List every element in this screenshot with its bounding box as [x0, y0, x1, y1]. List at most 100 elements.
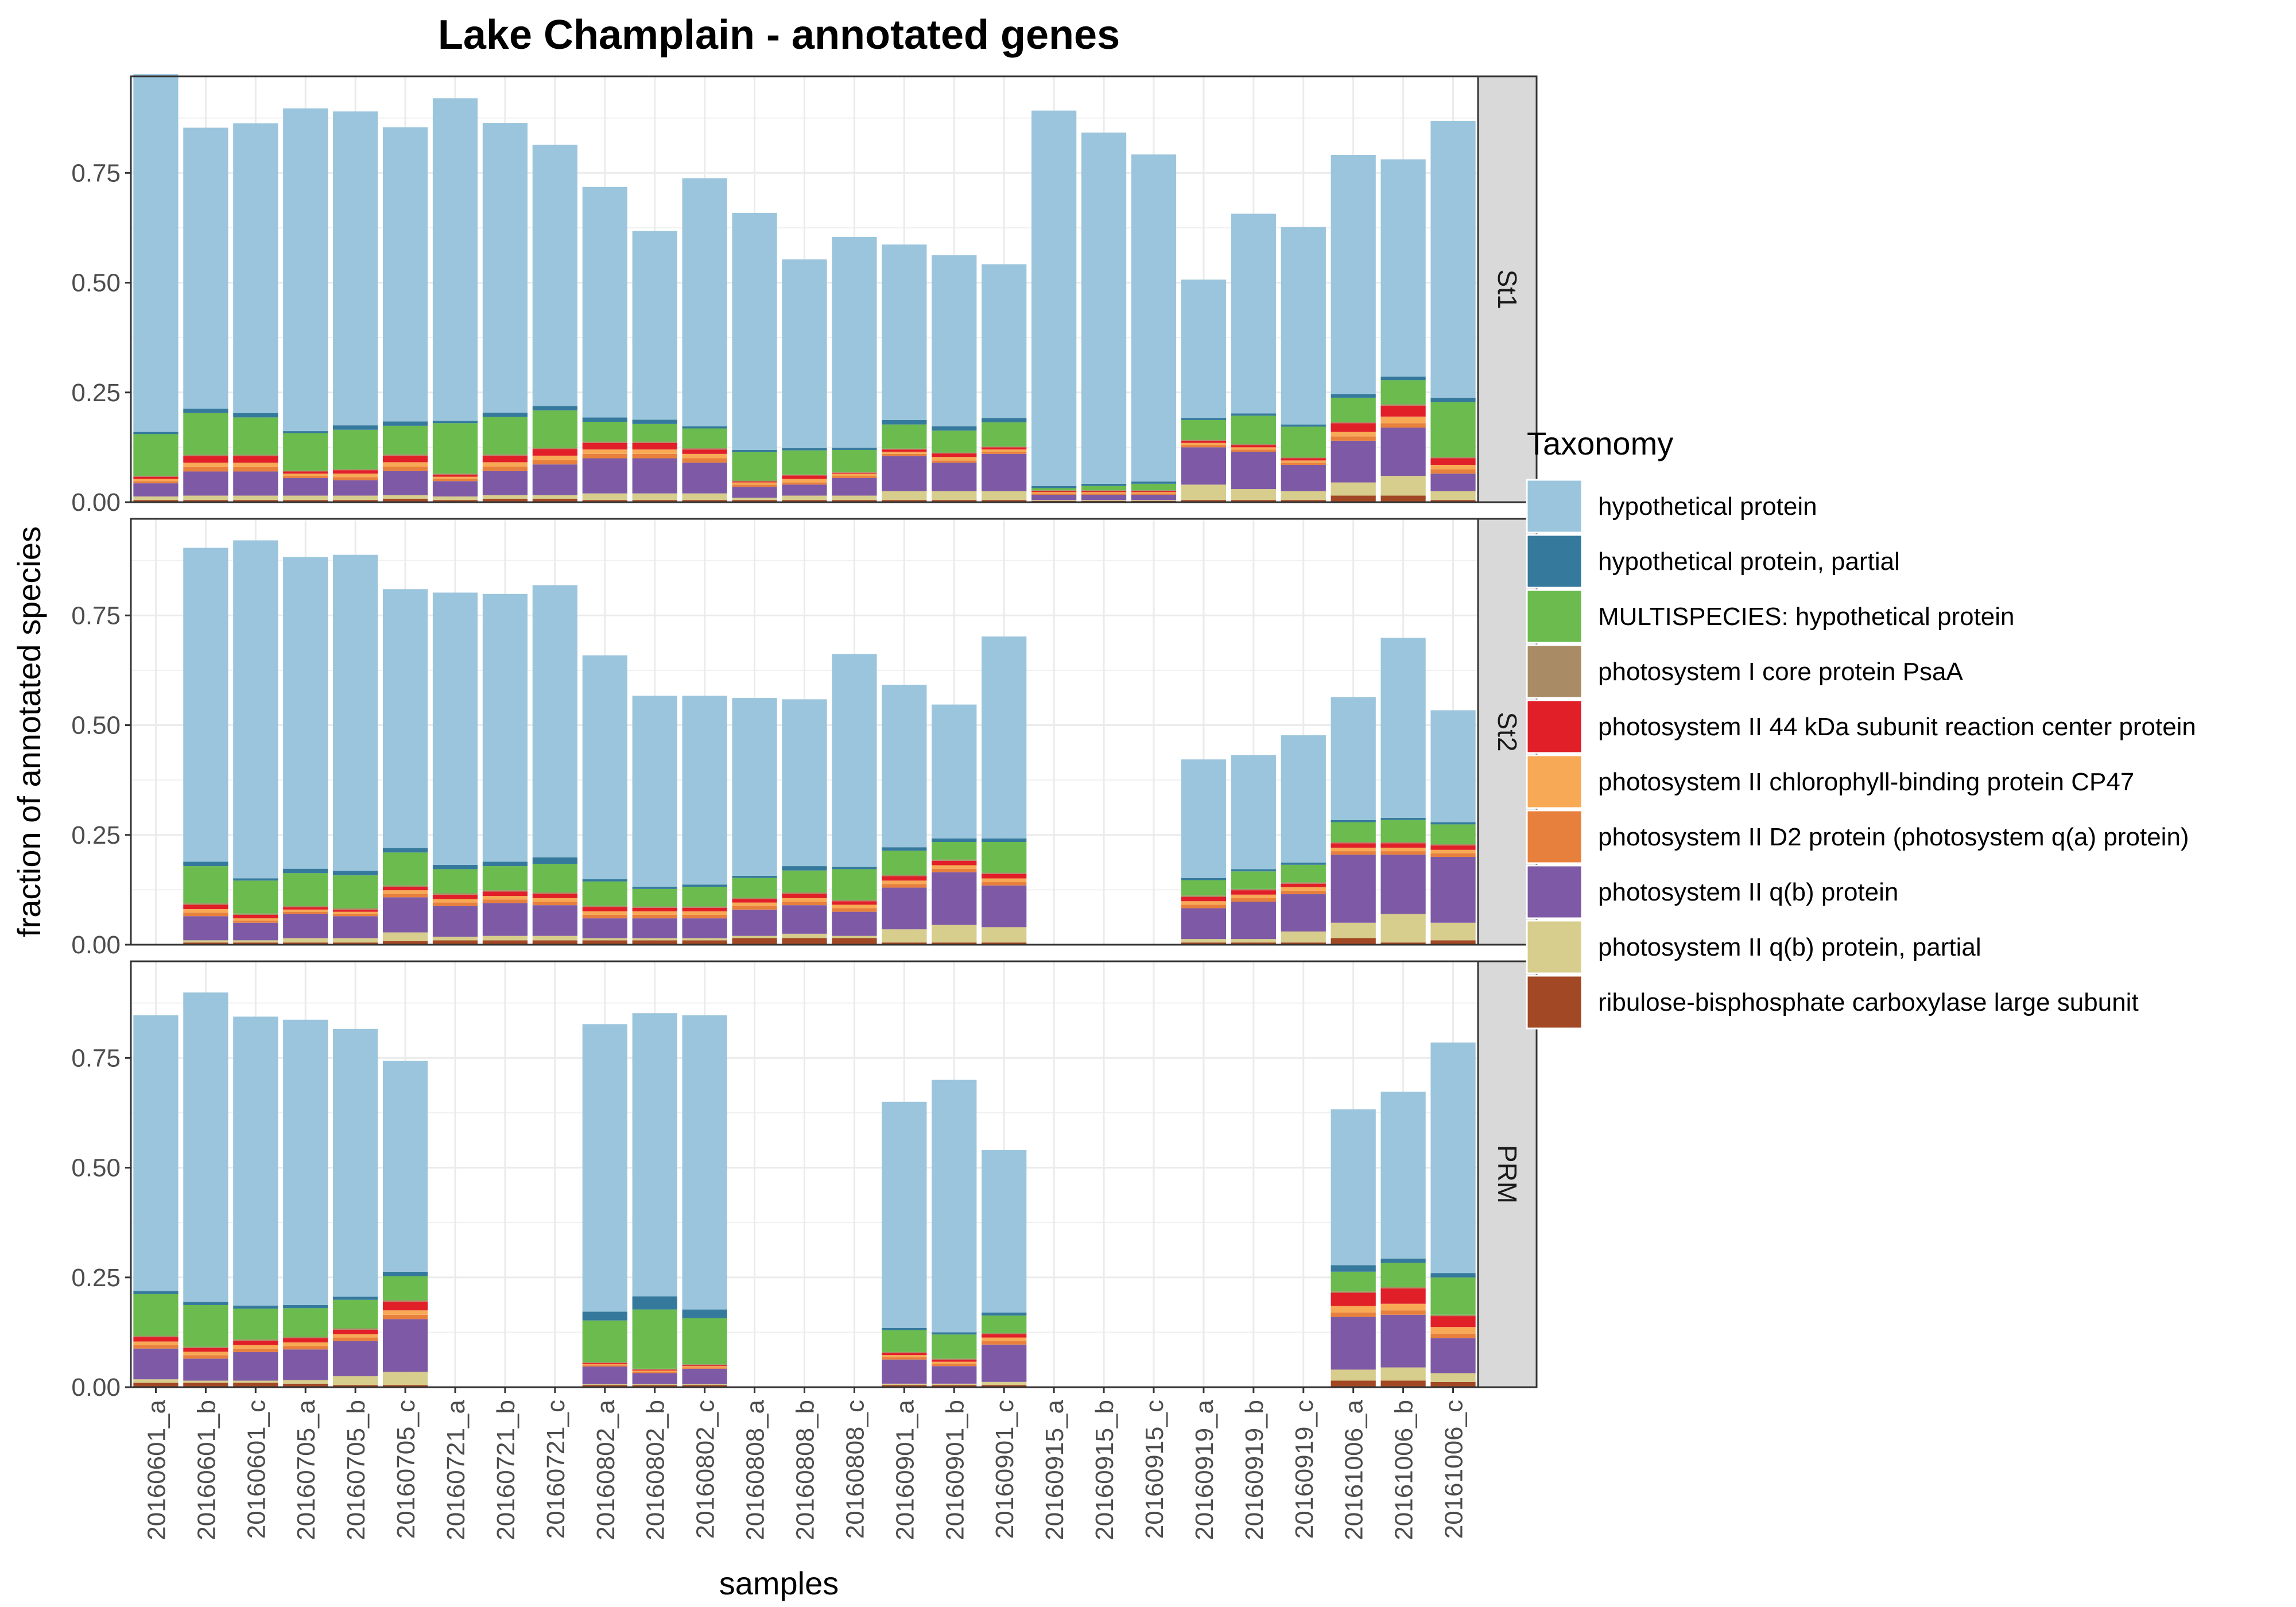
bar-segment: [1131, 154, 1177, 482]
bar-segment: [1231, 755, 1276, 870]
bar-segment: [932, 859, 977, 861]
bar-segment: [982, 446, 1027, 448]
bar-segment: [882, 453, 927, 456]
bar-segment: [382, 471, 428, 495]
bar-segment: [582, 905, 627, 907]
bar-stack-20160705_b: [333, 1028, 378, 1387]
bar-stack-20160721_b: [482, 123, 528, 502]
bar-segment: [1430, 849, 1476, 853]
bar-segment: [532, 495, 577, 499]
bar-segment: [233, 463, 278, 467]
bar-segment: [932, 860, 977, 865]
bar-segment: [1281, 882, 1326, 884]
bar-segment: [1331, 1317, 1376, 1370]
bar-segment: [732, 500, 777, 502]
bar-segment: [1380, 638, 1426, 818]
bar-segment: [1131, 483, 1177, 491]
bar-segment: [582, 914, 627, 919]
bar-segment: [233, 920, 278, 923]
bar-segment: [1281, 883, 1326, 887]
bar-segment: [432, 869, 478, 894]
bar-segment: [982, 1337, 1027, 1341]
bar-segment: [1181, 901, 1227, 905]
bar-segment: [982, 491, 1027, 500]
bar-stack-20160901_b: [932, 1080, 977, 1387]
bar-segment: [382, 1271, 428, 1276]
y-tick-label: 0.25: [71, 1264, 121, 1292]
bar-segment: [882, 491, 927, 500]
bar-segment: [1131, 482, 1177, 484]
bar-stack-20160802_a: [582, 1024, 627, 1387]
x-tick-label: 20160808_a: [742, 1399, 770, 1540]
bar-segment: [432, 864, 478, 870]
bar-segment: [932, 460, 977, 463]
bar-stack-20161006_a: [1331, 1109, 1376, 1387]
bar-stack-20160919_a: [1181, 759, 1227, 945]
bar-segment: [582, 881, 627, 906]
bar-segment: [682, 914, 727, 919]
bar-segment: [382, 885, 428, 887]
bar-segment: [1430, 458, 1476, 465]
bar-segment: [233, 471, 278, 496]
bar-segment: [1181, 442, 1227, 445]
bar-segment: [982, 1150, 1027, 1313]
bar-segment: [1181, 280, 1227, 418]
bar-segment: [1231, 902, 1276, 940]
bar-segment: [982, 1334, 1027, 1338]
bar-segment: [682, 906, 727, 908]
facet-strip-label: St1: [1492, 269, 1522, 309]
bar-segment: [782, 866, 827, 871]
bar-segment: [582, 442, 627, 450]
bar-segment: [1031, 492, 1077, 494]
bar-segment: [1430, 1316, 1476, 1327]
bar-segment: [333, 871, 378, 876]
bar-segment: [183, 903, 228, 905]
bar-segment: [682, 911, 727, 915]
bar-segment: [183, 467, 228, 472]
bar-segment: [1181, 418, 1227, 420]
bar-segment: [932, 872, 977, 925]
bar-segment: [682, 1366, 727, 1368]
bar-segment: [183, 456, 228, 463]
bar-segment: [133, 476, 179, 477]
bar-segment: [432, 98, 478, 421]
bar-segment: [133, 483, 179, 497]
y-tick-label: 0.00: [71, 1373, 121, 1402]
bar-segment: [382, 1061, 428, 1272]
facet-strip-label: St2: [1492, 712, 1522, 751]
bar-segment: [233, 495, 278, 500]
bar-stack-20160802_b: [632, 1013, 677, 1387]
bar-stack-20160915_b: [1081, 132, 1127, 502]
bar-segment: [932, 1361, 977, 1364]
bar-segment: [133, 479, 179, 482]
bar-segment: [1430, 1333, 1476, 1338]
bar-segment: [382, 498, 428, 502]
bar-segment: [1430, 121, 1476, 398]
bar-segment: [932, 500, 977, 502]
bar-segment: [283, 1305, 328, 1309]
bar-segment: [283, 1308, 328, 1337]
bar-segment: [682, 907, 727, 911]
bar-stack-20161006_b: [1380, 159, 1426, 502]
bar-segment: [482, 455, 528, 463]
bar-segment: [283, 914, 328, 938]
bar-segment: [682, 1365, 727, 1367]
bar-segment: [1331, 1306, 1376, 1313]
bar-segment: [982, 1385, 1027, 1387]
bar-segment: [482, 936, 528, 941]
bar-segment: [1380, 820, 1426, 843]
bar-segment: [1331, 1292, 1376, 1306]
bar-segment: [682, 1385, 727, 1387]
bar-segment: [832, 448, 877, 450]
bar-segment: [1181, 440, 1227, 443]
bar-segment: [133, 1015, 179, 1291]
facet-panel-st1: 0.00 0.25 0.50 0.75 St1: [71, 74, 1538, 517]
bar-segment: [882, 847, 927, 851]
bar-segment: [482, 498, 528, 502]
bar-segment: [732, 480, 777, 482]
bar-stack-20161006_b: [1380, 638, 1426, 945]
bar-segment: [1031, 494, 1077, 500]
bar-segment: [183, 942, 228, 945]
bar-segment: [482, 417, 528, 455]
bar-segment: [1231, 942, 1276, 945]
